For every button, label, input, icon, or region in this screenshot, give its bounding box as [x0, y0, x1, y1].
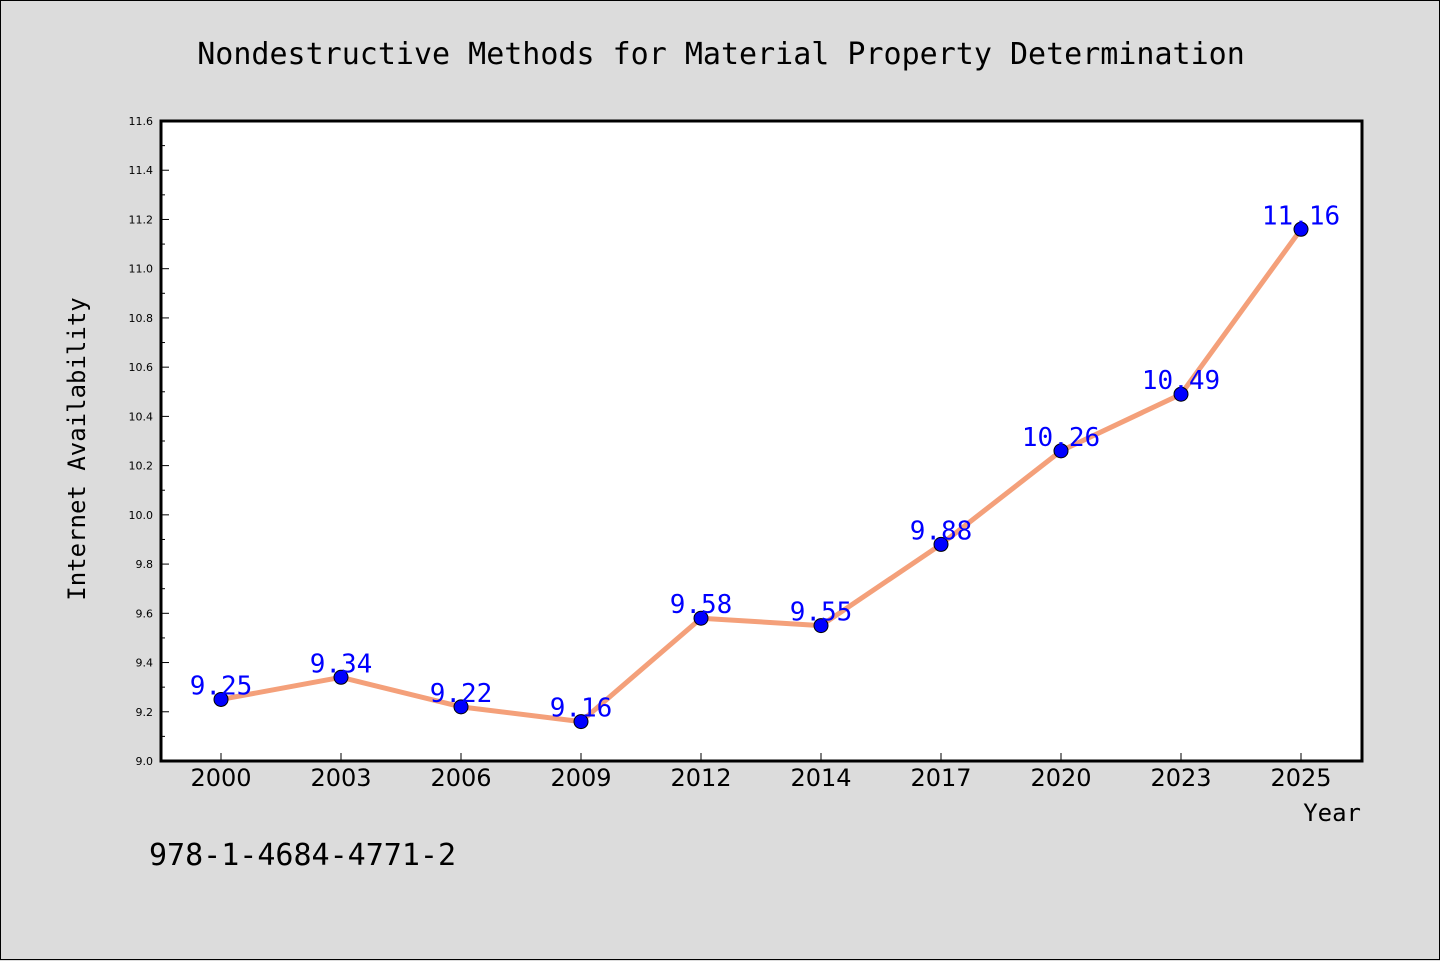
- x-tick-label: 2006: [430, 764, 491, 792]
- y-tick-label: 10.4: [129, 410, 154, 423]
- x-tick-label: 2017: [910, 764, 971, 792]
- y-axis: 9.0 9.2 9.4 9.6 9.8 10.0 10.2 10.4 10.6 10.8 11.0 1…: [129, 115, 169, 768]
- data-point: [1293, 221, 1309, 237]
- data-markers: [213, 221, 1309, 730]
- y-tick-label: 11.4: [129, 164, 154, 177]
- data-label: 10.49: [1142, 366, 1220, 396]
- y-axis-label: Internet Availability: [63, 297, 91, 600]
- data-label: 10.26: [1022, 423, 1100, 453]
- y-tick-label: 9.6: [136, 607, 154, 620]
- y-tick-label: 11.0: [129, 263, 154, 276]
- data-label: 9.34: [310, 649, 373, 679]
- x-axis-label: Year: [1303, 799, 1361, 827]
- data-point: [1173, 386, 1189, 402]
- y-tick-label: 10.8: [129, 312, 154, 325]
- y-tick-label: 9.2: [136, 706, 154, 719]
- data-point: [1053, 443, 1069, 459]
- data-label: 9.16: [550, 694, 613, 724]
- data-point: [693, 610, 709, 626]
- x-tick-label: 2020: [1030, 764, 1091, 792]
- data-point: [333, 669, 349, 685]
- data-label: 9.58: [670, 590, 733, 620]
- data-point: [213, 691, 229, 707]
- y-tick-label: 11.2: [129, 213, 154, 226]
- plot-area: [159, 119, 1364, 763]
- x-axis: 2000 2003 2006 2009 2012 2014 2017 2020 2023 2025: [190, 753, 1332, 792]
- y-tick-label: 9.8: [136, 558, 154, 571]
- data-label: 9.88: [910, 516, 973, 546]
- data-point: [453, 699, 469, 715]
- data-labels: 9.25 9.34 9.22 9.16 9.58 9.55 9.88 10.26 10.49 11…: [190, 201, 1340, 723]
- data-point: [573, 714, 589, 730]
- x-tick-label: 2023: [1150, 764, 1211, 792]
- data-label: 9.25: [190, 671, 253, 701]
- data-point: [933, 536, 949, 552]
- series-line: [220, 227, 1304, 725]
- x-tick-label: 2012: [670, 764, 731, 792]
- x-tick-label: 2009: [550, 764, 611, 792]
- x-tick-label: 2003: [310, 764, 371, 792]
- chart-title: Nondestructive Methods for Material Prop…: [197, 37, 1245, 72]
- x-tick-label: 2000: [190, 764, 251, 792]
- x-tick-label: 2014: [790, 764, 851, 792]
- y-tick-label: 10.2: [129, 460, 154, 473]
- data-point: [813, 618, 829, 634]
- data-label: 9.55: [790, 598, 853, 628]
- y-tick-label: 9.0: [136, 755, 154, 768]
- y-tick-label: 10.0: [129, 509, 154, 522]
- data-label: 9.22: [430, 679, 493, 709]
- y-tick-label: 9.4: [136, 657, 154, 670]
- isbn-text: 978-1-4684-4771-2: [149, 838, 456, 873]
- y-tick-label: 11.6: [129, 115, 154, 128]
- data-label: 11.16: [1262, 201, 1340, 231]
- y-tick-label: 10.6: [129, 361, 154, 374]
- x-tick-label: 2025: [1270, 764, 1331, 792]
